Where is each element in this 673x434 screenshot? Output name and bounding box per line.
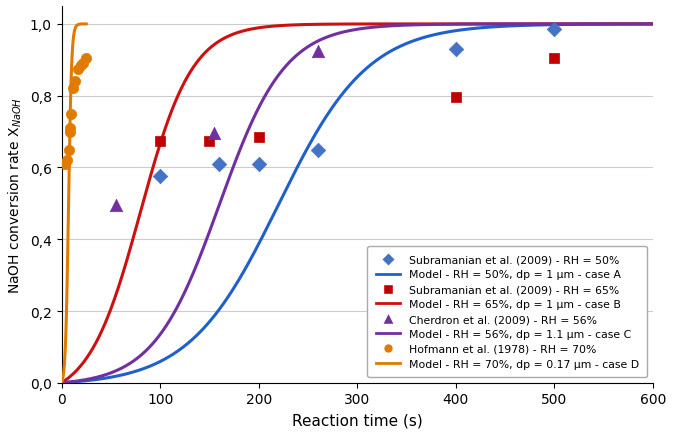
- Point: [63, 147, 74, 154]
- Point: [59, 161, 70, 168]
- Point: [450, 95, 461, 102]
- Y-axis label: NaOH conversion rate X$_{NaOH}$: NaOH conversion rate X$_{NaOH}$: [7, 97, 24, 293]
- Point: [155, 138, 166, 145]
- Point: [253, 161, 264, 168]
- Point: [214, 161, 225, 168]
- Legend: Subramanian et al. (2009) - RH = 50%, Model - RH = 50%, dp = 1 μm - case A, Subr: Subramanian et al. (2009) - RH = 50%, Mo…: [367, 247, 647, 378]
- Point: [66, 111, 77, 118]
- Point: [204, 138, 215, 145]
- Point: [312, 148, 323, 155]
- Point: [209, 131, 220, 138]
- Point: [110, 202, 121, 209]
- Point: [549, 27, 560, 34]
- Point: [312, 48, 323, 55]
- Point: [253, 134, 264, 141]
- Point: [70, 79, 81, 85]
- Point: [61, 158, 72, 164]
- Point: [68, 86, 79, 93]
- Point: [78, 61, 89, 68]
- Point: [450, 46, 461, 53]
- Point: [81, 56, 92, 62]
- X-axis label: Reaction time (s): Reaction time (s): [292, 412, 423, 427]
- Point: [76, 62, 87, 69]
- Point: [155, 174, 166, 181]
- Point: [549, 56, 560, 62]
- Point: [65, 125, 76, 132]
- Point: [73, 66, 83, 73]
- Point: [64, 129, 75, 136]
